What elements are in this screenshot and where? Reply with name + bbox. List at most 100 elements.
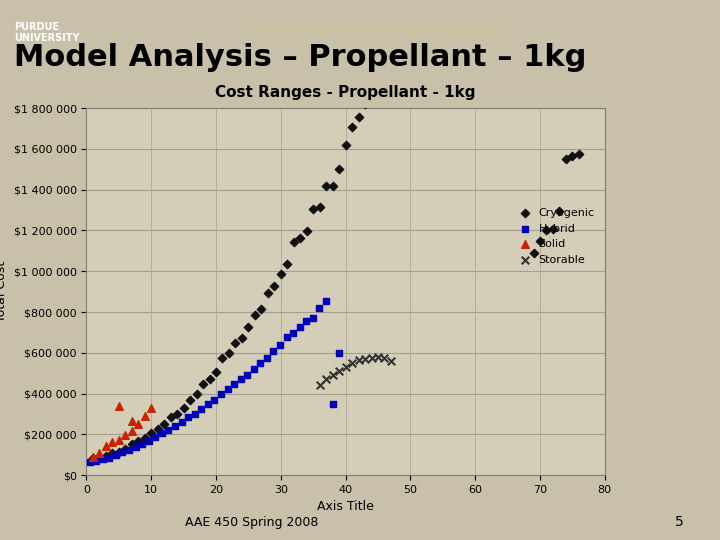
- Hybrid: [320, 297, 332, 306]
- Cryogenic: [236, 334, 248, 343]
- Cryogenic: [333, 165, 345, 173]
- Hybrid: [176, 417, 187, 426]
- Cryogenic: [120, 444, 131, 453]
- Cryogenic: [145, 428, 157, 437]
- Cryogenic: [204, 375, 215, 383]
- Cryogenic: [230, 339, 241, 348]
- Cryogenic: [353, 112, 364, 121]
- Cryogenic: [249, 310, 261, 319]
- Hybrid: [215, 390, 227, 399]
- Cryogenic: [282, 260, 293, 268]
- Hybrid: [84, 457, 95, 466]
- Hybrid: [182, 413, 194, 421]
- Cryogenic: [100, 451, 112, 460]
- Cryogenic: [178, 403, 189, 412]
- Cryogenic: [385, 41, 397, 50]
- Storable: [346, 359, 358, 367]
- Hybrid: [274, 340, 286, 349]
- Storable: [359, 355, 371, 363]
- Cryogenic: [256, 305, 267, 313]
- Hybrid: [136, 440, 148, 449]
- Hybrid: [143, 436, 155, 445]
- Cryogenic: [327, 182, 338, 191]
- Cryogenic: [269, 282, 280, 291]
- Solid: [120, 431, 131, 440]
- Hybrid: [156, 429, 168, 438]
- Hybrid: [268, 347, 279, 356]
- Hybrid: [300, 316, 312, 325]
- Solid: [126, 417, 138, 426]
- Hybrid: [248, 364, 259, 373]
- Cryogenic: [126, 440, 138, 449]
- Cryogenic: [573, 150, 585, 158]
- Cryogenic: [541, 226, 552, 235]
- Cryogenic: [379, 59, 390, 68]
- Hybrid: [281, 333, 292, 341]
- Cryogenic: [288, 237, 300, 246]
- Hybrid: [189, 409, 200, 418]
- Cryogenic: [152, 424, 163, 433]
- Storable: [366, 354, 377, 362]
- Solid: [139, 411, 150, 420]
- Cryogenic: [243, 322, 254, 331]
- Storable: [372, 353, 384, 361]
- Hybrid: [104, 453, 115, 462]
- Cryogenic: [107, 449, 118, 457]
- Solid: [126, 427, 138, 436]
- Title: Cost Ranges - Propellant - 1kg: Cost Ranges - Propellant - 1kg: [215, 85, 476, 100]
- Solid: [100, 441, 112, 450]
- Cryogenic: [307, 205, 319, 213]
- Storable: [327, 371, 338, 380]
- Solid: [87, 453, 99, 461]
- Hybrid: [130, 443, 141, 451]
- Y-axis label: Total Cost: Total Cost: [0, 261, 8, 322]
- Storable: [353, 356, 364, 364]
- Solid: [113, 402, 125, 410]
- Cryogenic: [547, 225, 559, 234]
- Storable: [385, 356, 397, 365]
- Text: Model Analysis – Propellant – 1kg: Model Analysis – Propellant – 1kg: [14, 43, 587, 72]
- Text: AAE 450 Spring 2008: AAE 450 Spring 2008: [185, 516, 319, 529]
- Hybrid: [163, 426, 174, 434]
- Hybrid: [327, 400, 338, 408]
- Cryogenic: [372, 80, 384, 89]
- Hybrid: [241, 371, 253, 380]
- Cryogenic: [223, 349, 235, 357]
- Hybrid: [287, 329, 299, 338]
- Hybrid: [123, 445, 135, 454]
- Hybrid: [196, 404, 207, 413]
- X-axis label: Axis Title: Axis Title: [318, 501, 374, 514]
- Cryogenic: [132, 437, 144, 445]
- Hybrid: [97, 455, 109, 463]
- Cryogenic: [567, 152, 578, 160]
- Hybrid: [314, 303, 325, 312]
- Cryogenic: [554, 207, 565, 215]
- Cryogenic: [346, 123, 358, 132]
- Storable: [340, 363, 351, 372]
- Cryogenic: [139, 434, 150, 442]
- Storable: [314, 381, 325, 390]
- Text: 5: 5: [675, 515, 684, 529]
- Hybrid: [91, 456, 102, 465]
- Storable: [379, 354, 390, 362]
- Cryogenic: [184, 395, 196, 404]
- Cryogenic: [197, 380, 209, 388]
- Hybrid: [294, 322, 305, 331]
- Cryogenic: [158, 419, 170, 428]
- Cryogenic: [210, 368, 222, 376]
- Hybrid: [222, 385, 233, 394]
- Hybrid: [209, 396, 220, 404]
- Solid: [132, 420, 144, 429]
- Cryogenic: [87, 454, 99, 463]
- Hybrid: [117, 448, 128, 457]
- Storable: [333, 367, 345, 375]
- Hybrid: [255, 359, 266, 367]
- Hybrid: [228, 380, 240, 389]
- Hybrid: [261, 354, 273, 362]
- Cryogenic: [320, 182, 332, 191]
- Cryogenic: [314, 203, 325, 212]
- Solid: [107, 437, 118, 446]
- Solid: [145, 403, 157, 412]
- Cryogenic: [217, 353, 228, 362]
- Legend: Cryogenic, Hybrid, Solid, Storable: Cryogenic, Hybrid, Solid, Storable: [512, 204, 599, 269]
